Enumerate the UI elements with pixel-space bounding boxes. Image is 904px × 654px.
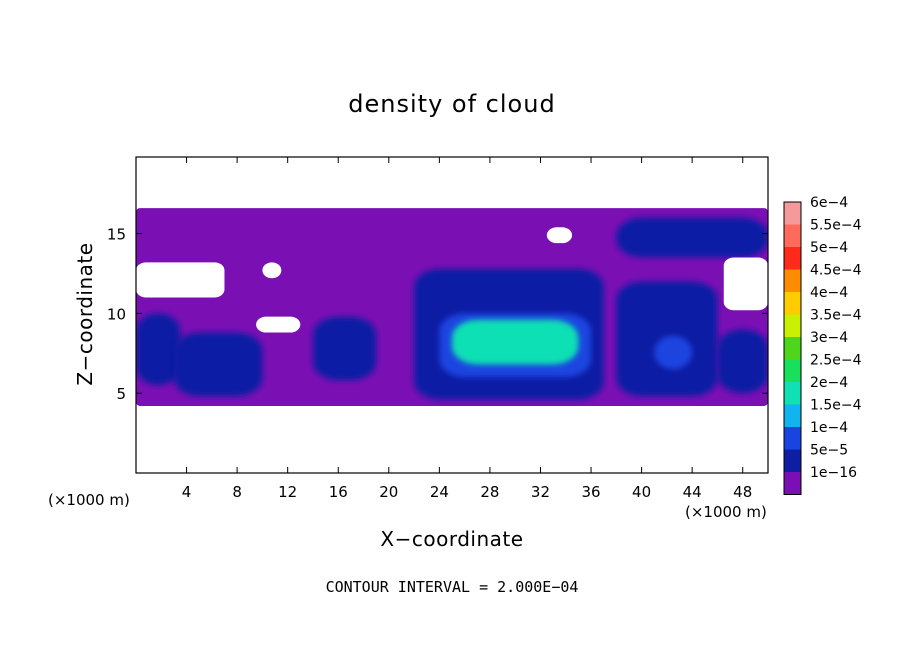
colorbar-swatch [784,472,801,495]
plot-frame [135,156,769,474]
colorbar-label: 6e−4 [810,195,848,211]
clear-air-region [262,262,282,279]
x-tick-label: 44 [683,483,702,501]
colorbar-label: 1.5e−4 [810,398,862,414]
x-tick-label: 16 [329,483,348,501]
y-axis-unit: (×1000 m) [48,491,130,509]
colorbar-label: 4e−4 [810,285,848,301]
colorbar-swatch [784,382,801,405]
colorbar-swatch [784,292,801,315]
x-tick-label: 28 [480,483,499,501]
y-tick-label: 15 [107,226,126,244]
x-tick-label: 32 [531,483,550,501]
y-tick-label: 10 [107,305,126,323]
cloud-density-region [452,319,579,365]
cloud-density-region [173,332,263,397]
colorbar-swatch [784,269,801,292]
x-tick-label: 24 [430,483,449,501]
colorbar-label: 2.5e−4 [810,353,862,369]
x-tick-label: 4 [182,483,192,501]
y-axis-ticks: 5 10 15 [107,226,768,403]
x-axis-unit: (×1000 m) [685,503,767,521]
colorbar-swatch [784,224,801,247]
colorbar-swatch [784,202,801,225]
cloud-density-region [136,313,181,386]
x-tick-label: 12 [278,483,297,501]
y-axis-label: Z−coordinate [73,242,97,385]
colorbar-swatch [784,314,801,337]
colorbar-label: 5e−5 [810,443,848,459]
colorbar-label: 3.5e−4 [810,308,862,324]
colorbar-label: 5.5e−4 [810,218,862,234]
clear-air-region [136,262,225,298]
cloud-density-region [312,316,377,381]
x-tick-label: 36 [581,483,600,501]
colorbar-swatch [784,359,801,382]
colorbar-swatch [784,427,801,450]
clear-air-region [256,316,301,333]
colorbar: 6e−4 5.5e−4 5e−4 4.5e−4 4e−4 3.5e−4 3e−4 2.5e−4… [783,195,862,495]
colorbar-label: 1e−16 [810,465,857,481]
colorbar-label: 2e−4 [810,375,848,391]
colorbar-label: 5e−4 [810,240,848,256]
x-axis-ticks: 4 8 12 16 20 24 28 32 36 40 44 48 [182,157,752,501]
contour-interval-note: CONTOUR INTERVAL = 2.000E−04 [326,578,579,596]
x-tick-label: 8 [232,483,242,501]
colorbar-swatch [784,337,801,360]
x-tick-label: 48 [733,483,752,501]
colorbar-swatch [784,404,801,427]
x-axis-label: X−coordinate [380,527,523,551]
x-tick-label: 40 [632,483,651,501]
colorbar-label: 3e−4 [810,330,848,346]
colorbar-label: 1e−4 [810,420,848,436]
cloud-density-region [717,329,768,394]
colorbar-swatch [784,449,801,472]
clear-air-region [723,257,768,311]
y-tick-label: 5 [116,385,126,403]
clear-air-region [546,227,573,244]
cloud-density-region [616,217,768,258]
colorbar-frame [783,201,802,495]
chart-title: density of cloud [348,90,555,118]
colorbar-swatch [784,247,801,270]
cloud-density-field [136,208,768,406]
cloud-density-region [654,335,693,370]
x-tick-label: 20 [379,483,398,501]
colorbar-label: 4.5e−4 [810,263,862,279]
